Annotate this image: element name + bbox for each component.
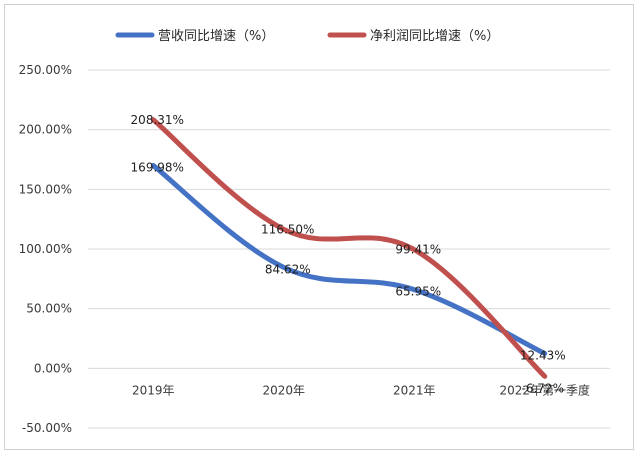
chart-frame	[4, 4, 634, 450]
y-axis-tick-labels: 250.00% 200.00% 150.00% 100.00% 50.00% 0.00% -…	[19, 63, 72, 435]
data-label-net-profit: 116.50%	[261, 222, 314, 236]
y-tick-label: -50.00%	[22, 421, 72, 435]
legend-label-revenue: 营收同比增速（%）	[158, 29, 274, 44]
data-label-revenue: 12.43%	[520, 349, 566, 363]
data-label-net-profit: -6.72%	[522, 381, 564, 395]
x-tick-label: 2022年第一季度	[499, 382, 590, 397]
data-label-revenue: 65.95%	[395, 285, 441, 299]
data-label-layer: 169.98% 84.62% 65.95% 12.43% 208.31% 116.50% 9…	[131, 113, 566, 396]
x-tick-label: 2020年	[262, 383, 305, 397]
legend-label-net-profit: 净利润同比增速（%）	[370, 29, 499, 44]
y-tick-label: 150.00%	[19, 182, 72, 196]
data-label-net-profit: 99.41%	[395, 243, 441, 257]
x-axis-tick-labels: 2019年 2020年 2021年 2022年第一季度	[132, 382, 590, 397]
x-tick-label: 2021年	[393, 383, 436, 397]
series-layer	[150, 117, 548, 379]
y-tick-label: 100.00%	[19, 242, 72, 256]
series-line-net-profit	[150, 117, 548, 379]
y-tick-label: 0.00%	[34, 361, 72, 375]
data-label-net-profit: 208.31%	[131, 113, 184, 127]
grid-layer	[88, 69, 610, 429]
data-label-revenue: 169.98%	[131, 160, 184, 174]
y-tick-label: 250.00%	[19, 63, 72, 77]
x-tick-label: 2019年	[132, 383, 175, 397]
data-label-revenue: 84.62%	[265, 262, 311, 276]
series-line-revenue	[150, 162, 548, 356]
legend: 营收同比增速（%） 净利润同比增速（%）	[115, 29, 499, 44]
y-tick-label: 200.00%	[19, 123, 72, 137]
y-tick-label: 50.00%	[26, 302, 72, 316]
